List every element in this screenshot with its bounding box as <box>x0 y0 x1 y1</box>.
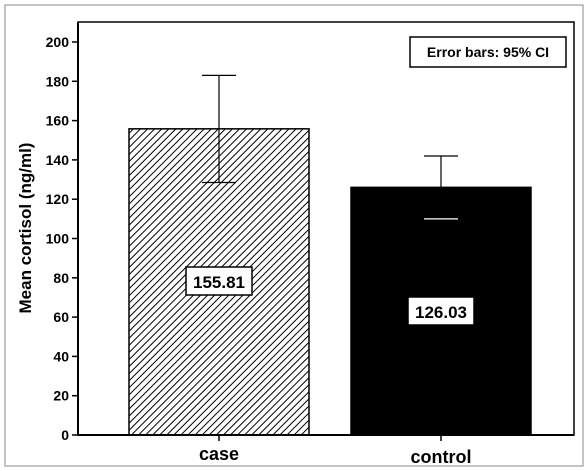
y-tick-label: 180 <box>46 73 70 89</box>
x-category-label: case <box>199 444 239 464</box>
value-label: 155.81 <box>193 273 245 292</box>
value-label-box <box>407 296 475 326</box>
y-tick-label: 20 <box>53 388 69 404</box>
y-tick-label: 120 <box>46 191 70 207</box>
y-axis-ticks: 0 20 40 60 80 100 120 140 160 180 200 <box>46 34 78 443</box>
legend: Error bars: 95% CI <box>409 36 567 68</box>
y-tick-label: 100 <box>46 231 70 247</box>
y-axis-title: Mean cortisol (ng/ml) <box>16 143 35 314</box>
legend-text: Error bars: 95% CI <box>427 44 549 60</box>
y-tick-label: 40 <box>53 348 69 364</box>
value-label-box <box>185 266 253 296</box>
y-tick-label: 80 <box>53 270 69 286</box>
y-tick-label: 200 <box>46 34 70 50</box>
legend-box <box>409 36 567 68</box>
y-tick-label: 160 <box>46 113 70 129</box>
value-labels-group: 155.81 126.03 <box>185 266 475 326</box>
x-axis-labels: case control <box>199 435 472 467</box>
value-label: 126.03 <box>415 303 467 322</box>
y-tick-label: 0 <box>61 427 69 443</box>
x-category-label: control <box>411 447 472 467</box>
error-bars-group <box>202 74 458 220</box>
y-tick-label: 60 <box>53 309 69 325</box>
y-tick-label: 140 <box>46 152 70 168</box>
